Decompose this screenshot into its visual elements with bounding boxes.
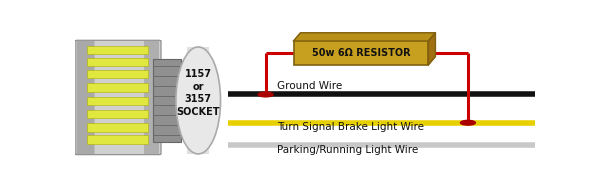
Text: 50w 6Ω RESISTOR: 50w 6Ω RESISTOR [311, 48, 410, 58]
FancyBboxPatch shape [144, 41, 158, 154]
FancyBboxPatch shape [153, 59, 181, 142]
FancyBboxPatch shape [87, 58, 148, 66]
FancyBboxPatch shape [293, 41, 428, 65]
FancyBboxPatch shape [75, 40, 161, 155]
FancyBboxPatch shape [76, 41, 95, 154]
Text: Parking/Running Light Wire: Parking/Running Light Wire [277, 145, 419, 155]
FancyBboxPatch shape [87, 46, 148, 54]
Text: Turn Signal Brake Light Wire: Turn Signal Brake Light Wire [277, 122, 424, 132]
FancyBboxPatch shape [87, 97, 148, 105]
Polygon shape [293, 33, 436, 41]
FancyBboxPatch shape [87, 135, 148, 144]
Ellipse shape [176, 47, 221, 154]
Circle shape [460, 120, 475, 125]
FancyBboxPatch shape [87, 124, 148, 132]
Text: Ground Wire: Ground Wire [277, 81, 343, 91]
Polygon shape [428, 33, 436, 65]
FancyBboxPatch shape [187, 47, 209, 154]
FancyBboxPatch shape [87, 83, 148, 91]
FancyBboxPatch shape [87, 70, 148, 78]
Circle shape [258, 92, 273, 97]
FancyBboxPatch shape [87, 110, 148, 118]
Text: 1157
or
3157
SOCKET: 1157 or 3157 SOCKET [176, 69, 220, 117]
